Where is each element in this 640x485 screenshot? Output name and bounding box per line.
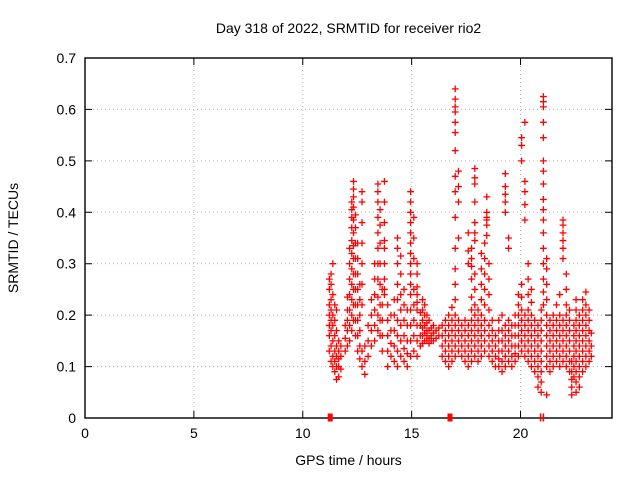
y-tick-label: 0.2 xyxy=(57,307,77,323)
data-points xyxy=(325,85,595,399)
y-axis-label: SRMTID / TECUs xyxy=(5,182,21,294)
y-tick-label: 0.5 xyxy=(57,153,77,169)
y-tick-label: 0.4 xyxy=(57,204,77,220)
axis-zero-mark xyxy=(539,413,542,422)
y-tick-label: 0.7 xyxy=(57,50,77,66)
y-tick-label: 0 xyxy=(68,410,76,426)
axis-zero-mark xyxy=(327,413,333,422)
y-tick-label: 0.6 xyxy=(57,101,77,117)
x-axis-label: GPS time / hours xyxy=(295,452,402,468)
y-tick-label: 0.1 xyxy=(57,359,77,375)
plot-frame xyxy=(84,57,613,419)
x-tick-label: 10 xyxy=(295,425,311,441)
tick-labels: 0 0.1 0.2 0.3 0.4 0.5 0.6 0.7 0 5 10 15 20 xyxy=(57,50,529,441)
x-tick-label: 15 xyxy=(404,425,420,441)
y-tick-label: 0.3 xyxy=(57,256,77,272)
axis-zero-mark xyxy=(447,413,453,422)
x-tick-label: 0 xyxy=(81,425,89,441)
axis-zero-mark xyxy=(542,413,545,422)
x-tick-label: 20 xyxy=(513,425,529,441)
x-tick-label: 5 xyxy=(190,425,198,441)
chart-title: Day 318 of 2022, SRMTID for receiver rio… xyxy=(215,20,482,36)
